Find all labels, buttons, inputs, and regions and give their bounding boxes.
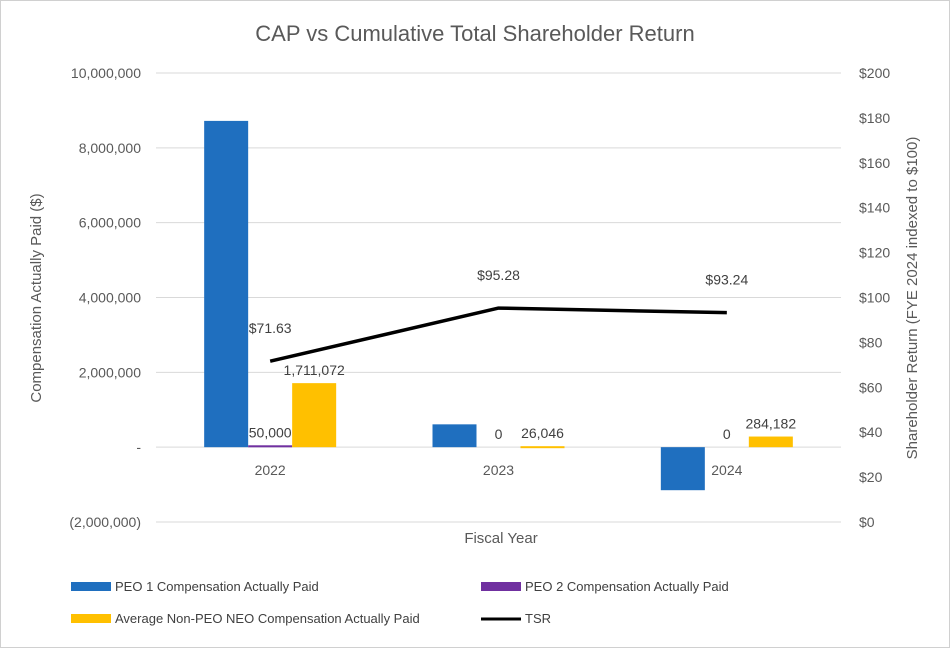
legend-swatch [481,582,521,591]
y2-tick-label: $180 [859,110,890,126]
y2-tick-label: $200 [859,65,890,81]
tsr-data-label: $71.63 [249,320,292,336]
bar-series [204,120,793,491]
bar-data-label: 26,046 [521,425,564,441]
bar-data-label: 284,182 [746,416,797,432]
legend-label: TSR [525,611,551,626]
bar [292,383,337,448]
legend-label: Average Non-PEO NEO Compensation Actuall… [115,611,420,626]
data-labels: 50,000 1,711,072 0 26,046 0 284,182 $71.63 $95.… [249,267,797,442]
y-tick-label: (2,000,000) [69,514,141,530]
gridlines [156,72,841,523]
bar-data-label: 0 [495,426,503,442]
y-tick-label: 2,000,000 [79,364,141,380]
bar-data-label: 50,000 [249,424,292,440]
y2-tick-label: $100 [859,290,890,306]
chart-title: CAP vs Cumulative Total Shareholder Retu… [255,21,694,46]
legend-swatch [71,582,111,591]
legend: PEO 1 Compensation Actually Paid PEO 2 Co… [71,579,729,626]
legend-label: PEO 1 Compensation Actually Paid [115,579,319,594]
bar [248,445,293,448]
y2-tick-label: $120 [859,245,890,261]
y2-tick-label: $60 [859,379,883,395]
y-tick-label: 4,000,000 [79,290,141,306]
legend-label: PEO 2 Compensation Actually Paid [525,579,729,594]
y2-axis-label: Shareholder Return (FYE 2024 indexed to … [904,137,921,460]
bar [520,446,565,449]
bar [748,436,793,448]
line-series [269,306,727,363]
x-tick-label: 2022 [255,462,286,478]
y2-tick-label: $20 [859,469,883,485]
bar-data-label: 1,711,072 [284,362,345,378]
y2-tick-label: $160 [859,155,890,171]
y-tick-label: 10,000,000 [71,65,141,81]
y-axis-label: Compensation Actually Paid ($) [28,193,45,402]
x-axis-label: Fiscal Year [464,530,537,547]
y2-tick-label: $80 [859,334,883,350]
y2-tick-label: $40 [859,424,883,440]
y-tick-label: - [136,439,141,455]
tsr-data-label: $93.24 [705,272,748,288]
tsr-data-label: $95.28 [477,267,520,283]
category-axis-ticks: 2022 2023 2024 [255,462,743,478]
y2-tick-label: $140 [859,200,890,216]
bar [660,447,705,491]
x-tick-label: 2024 [711,462,742,478]
secondary-axis-ticks: $0 $20 $40 $60 $80 $100 $120 $140 $160 $180 $200 [859,65,890,530]
y2-tick-label: $0 [859,514,875,530]
bar [204,120,249,448]
tsr-line [269,306,727,363]
y-tick-label: 6,000,000 [79,215,141,231]
primary-axis-ticks: (2,000,000) - 2,000,000 4,000,000 6,000,000 8… [69,65,141,530]
y-tick-label: 8,000,000 [79,140,141,156]
bar [432,424,477,448]
legend-swatch [71,614,111,623]
x-tick-label: 2023 [483,462,514,478]
bar-data-label: 0 [723,426,731,442]
